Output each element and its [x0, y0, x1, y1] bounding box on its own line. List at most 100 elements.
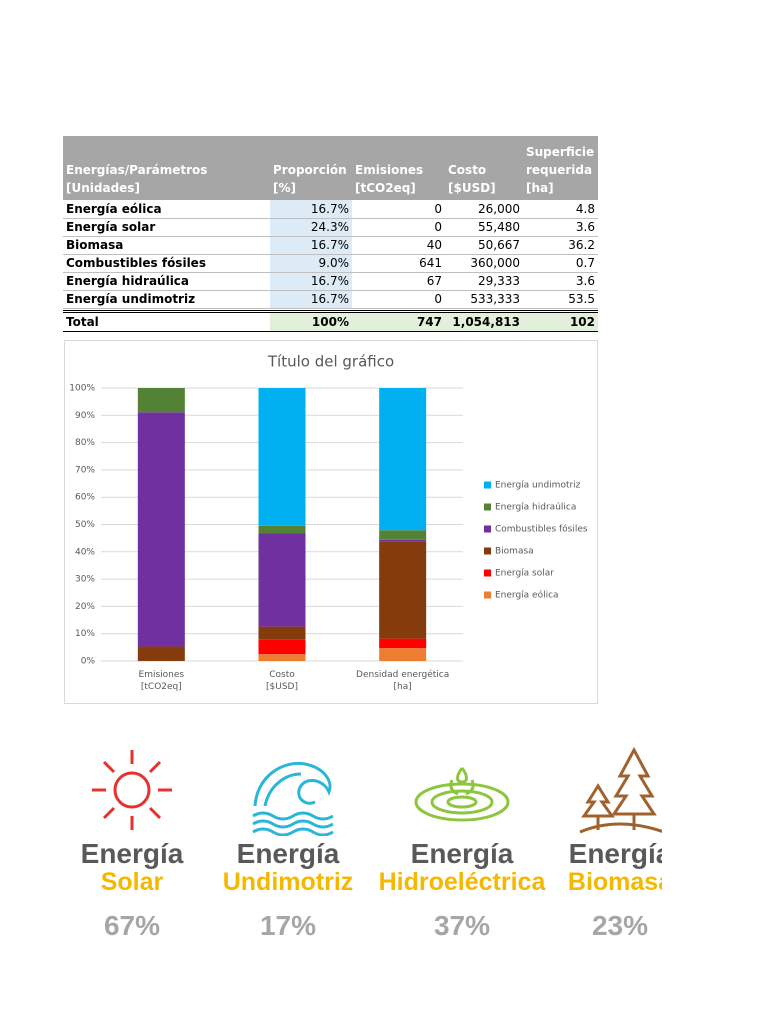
- x-tick-label: Densidad energética [ha]: [356, 670, 450, 692]
- x-tick-label: Costo [$USD]: [266, 670, 298, 692]
- table-cell: 53.5: [568, 292, 595, 306]
- bar-segment: [379, 388, 427, 531]
- legend-label: Biomasa: [495, 547, 534, 557]
- bar-segment: [379, 638, 427, 649]
- total-cell: 100%: [311, 315, 349, 329]
- total-label: Total: [66, 315, 99, 329]
- legend-label: Energía eólica: [495, 590, 559, 601]
- row-label: Combustibles fósiles: [66, 256, 206, 270]
- row-line: [63, 272, 598, 273]
- card-subtitle: Undimotriz: [222, 868, 354, 896]
- table-cell: 50,667: [478, 238, 520, 252]
- card-title: Energía: [410, 838, 514, 869]
- table-cell: 0: [434, 202, 442, 216]
- card-percent: 23%: [591, 910, 649, 941]
- bar-segment: [258, 654, 306, 661]
- header-cell: Emisiones [tCO2eq]: [355, 163, 424, 195]
- table-cell: 67: [426, 274, 442, 288]
- chart: Título del gráfico 0% 10% 20% 30% 40% 50% 60% 7…: [69, 353, 588, 667]
- table-cell: 9.0%: [318, 256, 350, 270]
- card-percent: 67%: [103, 910, 161, 941]
- table-cell: 40: [426, 238, 442, 252]
- bar-segment: [258, 639, 306, 655]
- row-line: [63, 290, 598, 291]
- card-percent: 37%: [433, 910, 491, 941]
- trees-icon: [579, 746, 662, 834]
- bar-segment: [258, 533, 306, 627]
- data-table: Energías/Parámetros [Unidades] Proporción…: [63, 136, 598, 332]
- y-tick-label: 100%: [69, 384, 95, 394]
- legend-swatch: [484, 547, 491, 555]
- bar-segment: [379, 539, 427, 542]
- table-cell: 533,333: [470, 292, 520, 306]
- card-percent: 17%: [259, 910, 317, 941]
- header-bg: [63, 136, 598, 200]
- row-line: [63, 254, 598, 255]
- bar-segment: [379, 648, 427, 661]
- row-line: [63, 308, 598, 309]
- table-cell: 55,480: [478, 220, 520, 234]
- row-label: Biomasa: [66, 238, 124, 252]
- legend-label: Energía solar: [495, 569, 554, 579]
- x-tick-label: Emisiones [tCO2eq]: [138, 670, 185, 692]
- row-label: Energía solar: [66, 220, 156, 234]
- legend-swatch: [484, 525, 491, 533]
- table-cell: 16.7%: [310, 238, 349, 252]
- y-tick-label: 80%: [75, 438, 95, 448]
- total-bg: [270, 312, 598, 331]
- card-title: Energía: [568, 838, 662, 869]
- bar-segment: [137, 412, 185, 647]
- legend-label: Combustibles fósiles: [495, 524, 588, 535]
- row-label: Energía eólica: [66, 202, 162, 216]
- header-cell: Energías/Parámetros [Unidades]: [66, 163, 208, 195]
- row-line: [63, 218, 598, 219]
- header-cell: Costo [$USD]: [448, 163, 496, 195]
- wave-icon: [252, 761, 334, 836]
- bar-segment: [379, 541, 427, 639]
- sun-icon: [92, 750, 172, 830]
- row-label: Energía hidraúlica: [66, 274, 190, 288]
- row-line: [63, 236, 598, 237]
- y-tick-label: 10%: [75, 629, 95, 639]
- total-cell: 102: [569, 315, 595, 329]
- y-tick-label: 50%: [75, 520, 95, 530]
- table-cell: 0: [434, 292, 442, 306]
- table-cell: 0.7: [575, 256, 595, 270]
- legend-swatch: [484, 481, 491, 489]
- card-subtitle: Hidroeléctrica: [378, 868, 546, 896]
- legend-swatch: [484, 591, 491, 599]
- chart-frame: Título del gráfico 0% 10% 20% 30% 40% 50% 60% 7…: [64, 340, 598, 704]
- bar-segment: [258, 626, 306, 640]
- table-cell: 16.7%: [310, 202, 349, 216]
- bar-segment: [258, 525, 306, 534]
- table-cell: 3.6: [575, 274, 595, 288]
- card-subtitle: Solar: [100, 868, 164, 896]
- y-tick-label: 70%: [75, 465, 95, 475]
- bar-segment: [137, 646, 185, 661]
- row-label: Energía undimotriz: [66, 292, 196, 306]
- total-cell: 1,054,813: [452, 315, 520, 329]
- total-cell: 747: [416, 315, 442, 329]
- legend-swatch: [484, 503, 491, 511]
- header-cell: Superficie requerida [ha]: [526, 145, 595, 195]
- table-cell: 0: [434, 220, 442, 234]
- card-title: Energía: [80, 838, 184, 869]
- y-tick-label: 30%: [75, 575, 95, 585]
- card-title: Energía: [236, 838, 340, 869]
- table-cell: 16.7%: [310, 292, 349, 306]
- table-cell: 3.6: [575, 220, 595, 234]
- legend-swatch: [484, 569, 491, 577]
- y-tick-label: 20%: [75, 602, 95, 612]
- table-cell: 16.7%: [310, 274, 349, 288]
- y-tick-label: 90%: [75, 411, 95, 421]
- y-tick-label: 40%: [75, 547, 95, 557]
- card-subtitle: Biomasa: [567, 868, 662, 896]
- header-cell: Proporción [%]: [273, 163, 347, 195]
- bottom-line: [63, 331, 598, 332]
- table-cell: 26,000: [478, 202, 520, 216]
- bar-segment: [137, 388, 185, 413]
- table-cell: 4.8: [575, 202, 595, 216]
- y-tick-label: 0%: [81, 657, 96, 667]
- y-tick-label: 60%: [75, 493, 95, 503]
